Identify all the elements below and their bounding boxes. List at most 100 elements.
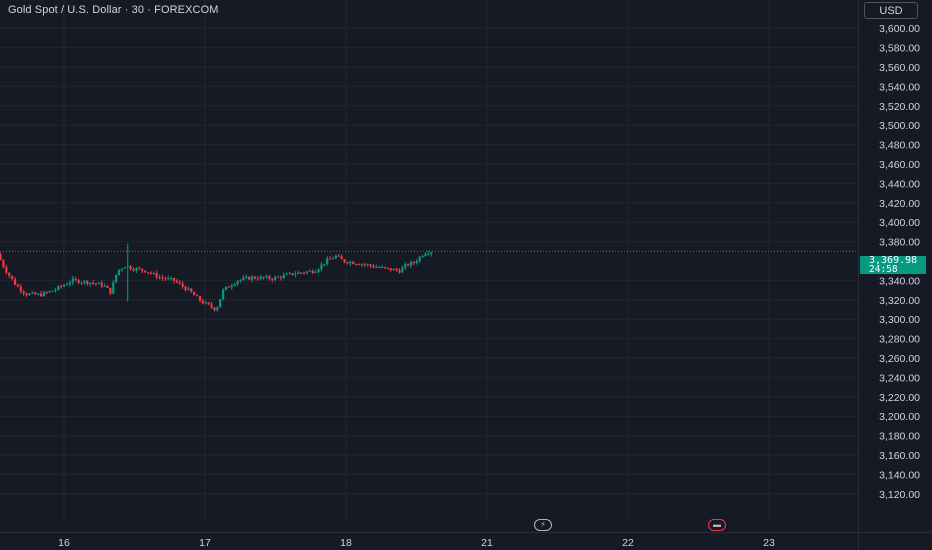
candle-body [11,275,14,279]
candle-body [369,264,372,266]
candle-body [404,264,407,268]
candle-body [236,280,239,285]
candle-body [430,252,433,254]
y-tick-label: 3,420.00 [879,198,920,210]
y-tick-label: 3,440.00 [879,178,920,190]
candle-body [193,292,196,296]
candle-body [181,283,184,287]
candle-body [175,280,178,283]
candle-body [146,272,150,274]
y-tick-label: 3,220.00 [879,392,920,404]
candle-body [28,293,31,296]
candle-body [190,288,193,293]
candle-body [158,277,161,279]
y-tick-label: 3,460.00 [879,159,920,171]
candle-body [97,282,100,284]
candle-body [224,286,228,290]
candle-body [276,276,280,278]
candle-body [378,267,381,269]
candle-body [74,278,77,280]
candle-body [57,286,60,290]
candle-body [366,264,369,266]
candle-body [331,258,335,260]
candle-body [207,302,210,305]
last-price-tag: 3,369.98 24:58 [860,256,926,274]
y-tick-label: 3,200.00 [879,411,920,423]
candle-body [250,276,254,280]
event-flag-icon[interactable]: ▬ [708,519,726,531]
candle-body [19,286,22,292]
candle-body [343,259,346,263]
candle-body [363,264,366,266]
candle-body [372,265,375,268]
candle-body [248,276,251,280]
candle-body [357,264,361,266]
x-tick-label: 22 [622,537,634,549]
candle-body [149,272,152,274]
candle-body [109,287,112,294]
candle-body [349,261,352,264]
candle-body [320,264,323,270]
candle-body [37,293,40,295]
y-tick-label: 3,180.00 [879,431,920,443]
candle-body [201,300,204,304]
candle-body [233,284,236,286]
candle-body [161,277,164,279]
candle-body [265,276,268,278]
candle-body [45,292,48,294]
candle-body [196,295,199,297]
candle-body [77,279,80,283]
candle-body [178,282,181,284]
y-tick-label: 3,380.00 [879,237,920,249]
candle-body [172,277,176,281]
candle-body [22,291,25,294]
candle-body [340,256,343,260]
candle-body [5,267,8,273]
candle-body [42,292,46,297]
candle-body [54,289,57,291]
candle-body [112,282,115,294]
candle-body [135,268,138,271]
candle-body [117,269,121,275]
candle-body [317,269,320,273]
candle-body [395,269,398,271]
candle-body [294,273,297,275]
candle-body [138,268,141,270]
currency-selector[interactable]: USD [864,2,918,19]
candle-body [48,291,51,293]
candle-body [253,276,257,279]
candle-body [262,276,265,278]
candle-body [401,267,404,273]
event-lightning-icon[interactable]: ⚡ [534,519,552,531]
candle-body [89,282,92,285]
candle-body [300,272,303,274]
candle-body [129,266,132,270]
candle-body [271,278,274,280]
candle-body [407,264,410,266]
candle-body [418,256,421,262]
candle-body [274,276,277,280]
y-tick-label: 3,540.00 [879,81,920,93]
x-tick-label: 23 [763,537,775,549]
candle-body [25,293,28,296]
candle-body [346,262,349,264]
y-tick-label: 3,400.00 [879,217,920,229]
candle-body [216,307,219,311]
candle-body [421,256,424,258]
candle-body [187,288,190,291]
y-tick-label: 3,520.00 [879,101,920,113]
candle-body [383,266,387,268]
candle-body [323,263,326,265]
candle-body [68,282,72,285]
candle-body [0,254,2,261]
candle-body [337,255,340,257]
candle-body [354,263,358,265]
y-tick-label: 3,500.00 [879,120,920,132]
candle-body [389,268,392,271]
y-tick-label: 3,120.00 [879,489,920,501]
candle-body [282,274,285,278]
candle-body [51,290,54,292]
candle-body [8,272,11,276]
candle-body [132,269,135,271]
